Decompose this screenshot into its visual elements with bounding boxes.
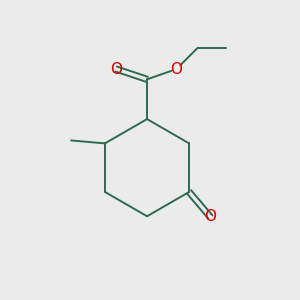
Text: O: O [170, 61, 182, 76]
Text: O: O [204, 209, 216, 224]
Text: O: O [110, 61, 122, 76]
